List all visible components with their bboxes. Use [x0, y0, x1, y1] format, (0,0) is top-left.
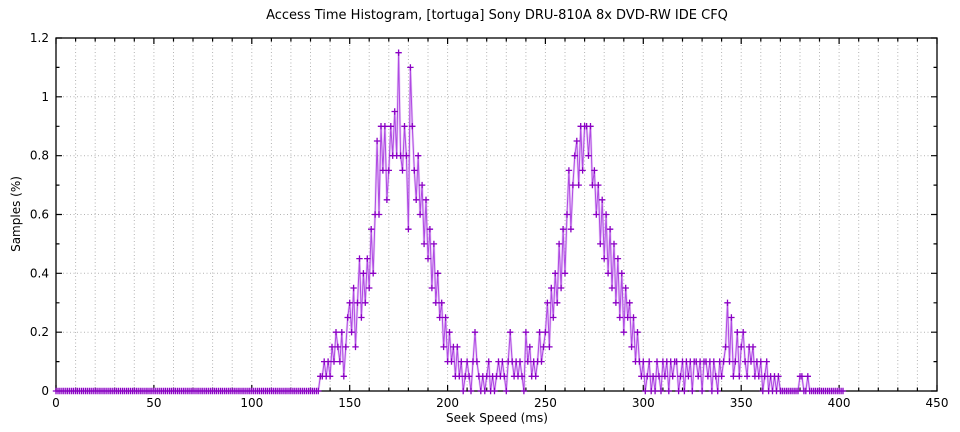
x-axis-label: Seek Speed (ms) [446, 411, 548, 425]
x-tick-label: 100 [240, 396, 263, 410]
x-tick-label: 150 [338, 396, 361, 410]
x-tick-label: 50 [146, 396, 161, 410]
y-tick-label: 0 [41, 384, 49, 398]
x-tick-label: 200 [436, 396, 459, 410]
x-tick-label: 450 [926, 396, 949, 410]
axis-ticks [55, 37, 938, 392]
data-line-halo [56, 52, 843, 393]
x-tick-label: 250 [534, 396, 557, 410]
x-tick-label: 350 [730, 396, 753, 410]
y-tick-label: 0.6 [30, 208, 49, 222]
x-tick-label: 400 [828, 396, 851, 410]
y-tick-label: 0.4 [30, 266, 49, 280]
chart-title: Access Time Histogram, [tortuga] Sony DR… [266, 8, 728, 23]
data-markers [52, 49, 847, 395]
x-tick-label: 0 [52, 396, 60, 410]
y-tick-label: 0.8 [30, 149, 49, 163]
y-tick-label: 0.2 [30, 325, 49, 339]
plot-border [55, 37, 938, 392]
y-tick-label: 1.2 [30, 31, 49, 45]
x-tick-label: 300 [632, 396, 655, 410]
grid-lines [56, 38, 937, 391]
y-tick-label: 1 [41, 90, 49, 104]
